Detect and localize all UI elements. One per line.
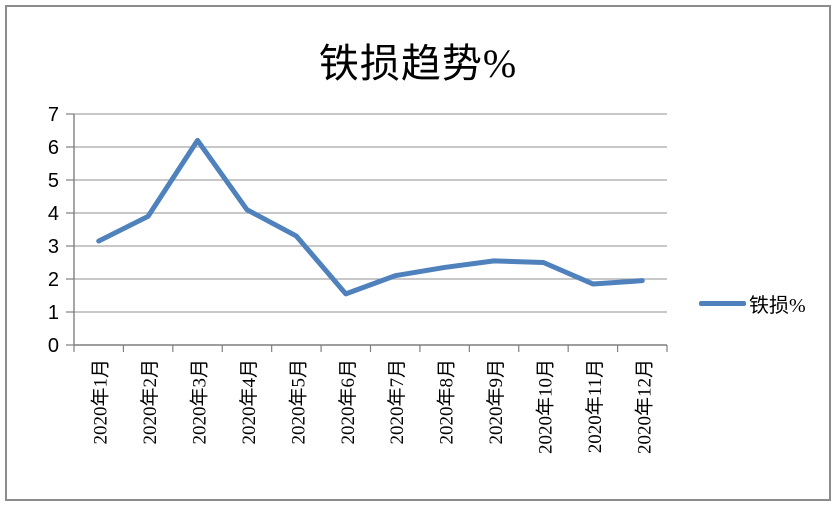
- legend: 铁损%: [699, 289, 806, 318]
- y-axis-tick-label: 6: [48, 137, 59, 159]
- x-axis-category-label: 2020年4月: [238, 359, 260, 445]
- legend-series-label: 铁损%: [749, 295, 806, 317]
- x-axis-category-label: 2020年10月: [534, 359, 556, 454]
- x-axis-category-label: 2020年9月: [485, 359, 507, 445]
- x-axis-category-label: 2020年8月: [436, 359, 458, 445]
- x-axis-category-label: 2020年5月: [287, 359, 309, 445]
- y-axis-tick-label: 4: [48, 203, 59, 225]
- y-axis-tick-label: 3: [48, 236, 59, 258]
- x-axis-category-label: 2020年6月: [337, 359, 359, 445]
- y-axis-tick-label: 2: [48, 269, 59, 291]
- legend-line-swatch: [699, 301, 746, 306]
- x-axis-category-label: 2020年3月: [189, 359, 211, 445]
- x-axis-category-label: 2020年2月: [139, 359, 161, 445]
- x-axis-category-label: 2020年11月: [584, 359, 606, 453]
- chart-area[interactable]: 铁损趋势% 0 1 2 3 4 5 6 7 2020年1月 2020年2月 2020年3月 2020年…: [5, 5, 831, 501]
- x-axis-category-label: 2020年7月: [386, 359, 408, 445]
- x-axis-category-label: 2020年1月: [90, 359, 112, 445]
- y-axis-tick-label: 1: [48, 302, 59, 324]
- chart-title: 铁损趋势%: [318, 41, 518, 86]
- x-axis-category-label: 2020年12月: [633, 359, 655, 454]
- series-line: [96, 137, 645, 297]
- y-axis-tick-label: 7: [48, 104, 59, 126]
- plot-area: 0 1 2 3 4 5 6 7 2020年1月 2020年2月 2020年3月 2020年4月 2020…: [48, 104, 668, 454]
- y-axis-tick-label: 5: [48, 170, 59, 192]
- y-axis-tick-label: 0: [48, 335, 59, 357]
